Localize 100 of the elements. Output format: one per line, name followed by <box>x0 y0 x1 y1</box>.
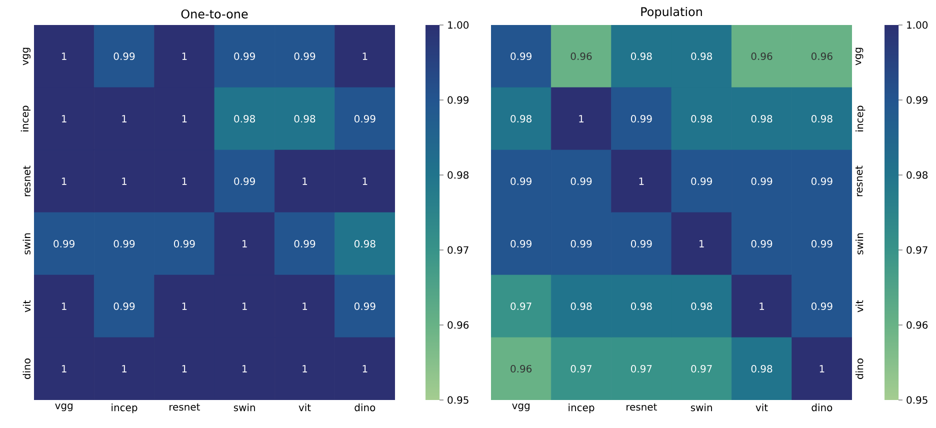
data-label: 0.99 <box>630 114 652 123</box>
data-label: 0.98 <box>811 114 832 123</box>
y-tick-label: swin <box>856 233 864 254</box>
y-tick-label: vgg <box>22 48 30 66</box>
color-bar-label: 1.00 <box>907 21 928 29</box>
y-tick-label: incep <box>20 106 30 132</box>
data-label: 1 <box>182 52 187 60</box>
data-label: 1 <box>182 115 187 122</box>
data-label: 0.99 <box>354 302 376 310</box>
color-bar-label: 0.97 <box>906 246 928 254</box>
y-tick-label: swin <box>22 233 30 254</box>
data-label: 0.99 <box>294 240 316 248</box>
y-tick-label: vit <box>856 300 864 312</box>
data-label: 0.96 <box>510 364 532 373</box>
y-tick-label: dino <box>22 358 30 379</box>
data-label: 1 <box>242 365 247 372</box>
data-label: 0.97 <box>510 302 532 310</box>
chart-title: One-to-one <box>181 9 248 19</box>
data-label: 0.97 <box>691 364 712 373</box>
data-label: 1 <box>182 178 187 185</box>
data-label: 0.96 <box>811 52 832 60</box>
data-label: 0.98 <box>691 302 712 310</box>
y-tick-label: dino <box>856 358 864 379</box>
color-bar-label: 0.95 <box>906 396 928 404</box>
data-label: 0.98 <box>630 302 652 310</box>
data-label: 0.97 <box>570 364 592 373</box>
y-tick-label: resnet <box>23 166 30 196</box>
x-tick-label: incep <box>568 404 594 414</box>
color-bar-label: 1.00 <box>448 21 469 29</box>
data-label: 1 <box>362 365 368 372</box>
data-label: 0.99 <box>114 240 135 248</box>
x-tick-label: resnet <box>170 404 200 411</box>
data-label: 0.98 <box>751 114 772 123</box>
y-tick-label: vit <box>22 300 30 312</box>
data-label: 0.99 <box>630 240 652 248</box>
data-label: 1 <box>242 240 247 248</box>
x-tick-label: resnet <box>626 404 657 411</box>
data-label: 1 <box>62 302 66 310</box>
data-label: 1 <box>182 365 187 372</box>
data-label: 1 <box>302 302 307 310</box>
data-label: 1 <box>362 178 368 185</box>
data-label: 1 <box>820 365 824 372</box>
data-label: 0.99 <box>114 52 135 60</box>
data-label: 0.99 <box>114 302 135 310</box>
color-bar-label: 0.96 <box>448 321 469 329</box>
x-tick-label: vit <box>298 404 311 412</box>
color-bar-label: 0.97 <box>448 246 468 254</box>
data-label: 0.99 <box>510 177 532 186</box>
data-label: 0.98 <box>234 114 255 123</box>
x-tick-label: incep <box>112 404 138 414</box>
y-tick-label: incep <box>856 106 866 132</box>
data-label: 0.99 <box>811 177 832 186</box>
data-label: 0.97 <box>630 364 652 373</box>
data-label: 0.99 <box>691 177 712 186</box>
data-label: 0.99 <box>570 240 592 248</box>
data-label: 1 <box>62 52 66 60</box>
color-bar-label: 0.99 <box>448 96 469 104</box>
data-label: 1 <box>760 302 764 310</box>
data-label: 1 <box>639 178 644 185</box>
x-tick-label: swin <box>234 404 255 412</box>
color-bar-label: 0.99 <box>906 96 928 104</box>
data-label: 0.99 <box>54 240 74 248</box>
data-label: 0.98 <box>510 114 532 123</box>
data-label: 1 <box>62 365 66 372</box>
data-label: 0.98 <box>691 52 712 60</box>
color-bar-label: 0.98 <box>448 171 469 179</box>
data-label: 1 <box>122 178 126 185</box>
data-label: 0.98 <box>294 114 316 123</box>
data-label: 1 <box>700 240 704 248</box>
data-label: 1 <box>302 178 307 185</box>
color-bar-label: 0.95 <box>448 396 468 404</box>
data-label: 0.98 <box>354 240 376 248</box>
data-label: 0.99 <box>751 240 772 248</box>
data-label: 0.98 <box>751 364 772 373</box>
data-label: 0.98 <box>630 52 652 60</box>
data-label: 1 <box>182 302 187 310</box>
data-label: 1 <box>242 302 247 310</box>
data-label: 1 <box>122 115 126 122</box>
x-tick-label: dino <box>812 404 832 412</box>
data-label: 0.99 <box>811 240 832 248</box>
x-tick-label: vgg <box>55 404 72 412</box>
data-label: 1 <box>302 365 307 372</box>
data-label: 0.99 <box>811 302 832 310</box>
data-label: 0.96 <box>570 52 592 60</box>
data-label: 0.99 <box>570 177 592 186</box>
y-tick-label: resnet <box>856 166 863 196</box>
data-label: 0.98 <box>570 302 592 310</box>
chart-title: Population <box>641 6 702 19</box>
data-label: 0.99 <box>294 52 316 60</box>
data-label: 0.99 <box>751 177 772 186</box>
x-tick-label: vgg <box>512 404 530 412</box>
data-label: 0.99 <box>510 240 532 248</box>
data-label: 0.99 <box>234 177 255 186</box>
data-label: 0.99 <box>510 52 532 60</box>
data-label: 1 <box>579 115 584 122</box>
data-label: 0.99 <box>234 52 255 60</box>
x-tick-label: dino <box>354 404 376 412</box>
x-tick-label: swin <box>690 404 712 412</box>
data-label: 1 <box>62 178 66 185</box>
data-label: 0.98 <box>691 114 712 123</box>
